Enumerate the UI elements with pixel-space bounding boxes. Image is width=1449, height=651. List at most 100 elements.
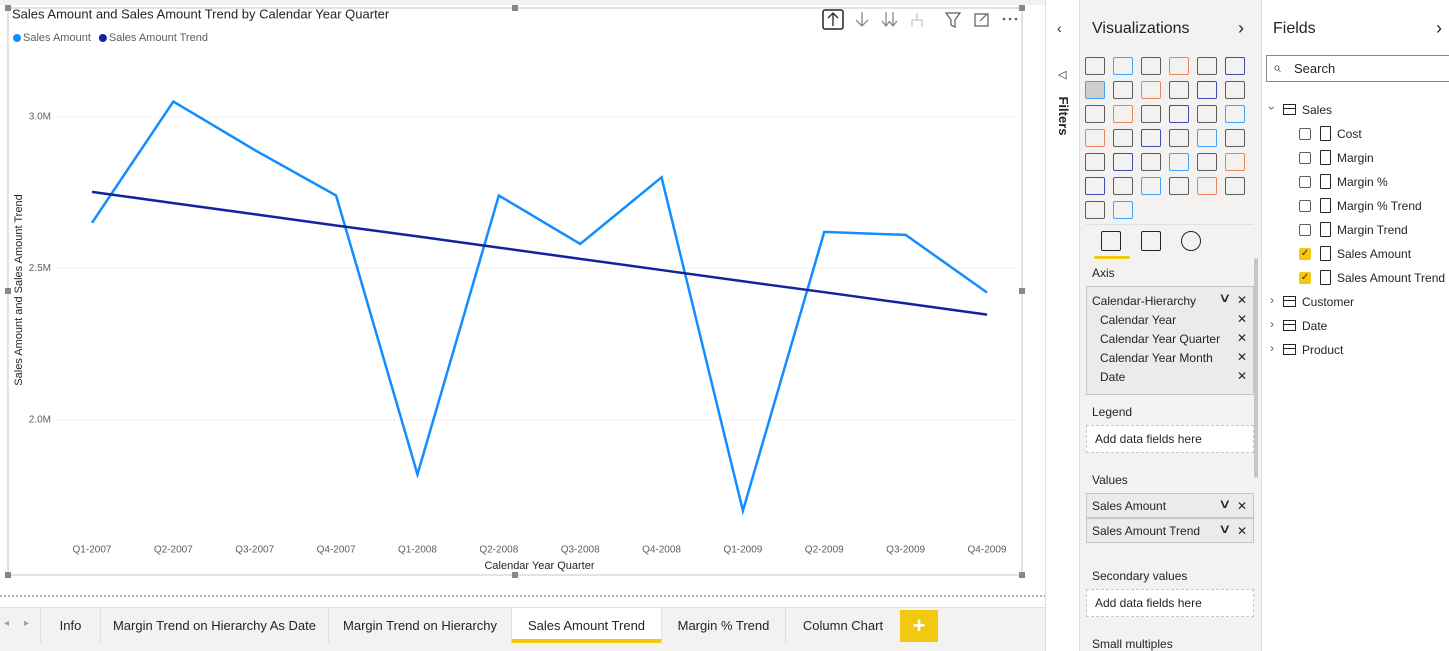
field-name[interactable]: Margin Trend [1337,223,1408,237]
format-tab[interactable] [1141,231,1161,251]
field-name[interactable]: Sales Amount [1337,247,1412,261]
visual-type-icon[interactable] [1225,129,1245,147]
visual-type-icon[interactable] [1113,57,1133,75]
x-tick-label: Q1-2007 [73,545,112,556]
visual-type-icon[interactable] [1141,129,1161,147]
visual-type-icon[interactable] [1169,153,1189,171]
visual-type-icon[interactable] [1085,105,1105,123]
table-name[interactable]: Date [1302,319,1328,333]
remove-field[interactable]: ✕ [1237,312,1248,326]
visual-type-icon[interactable] [1225,57,1245,75]
remove-field[interactable]: ✕ [1237,369,1248,383]
visual-type-icon[interactable] [1141,105,1161,123]
active-page-tab[interactable]: Sales Amount Trend [511,608,661,643]
table-name[interactable]: Sales [1302,103,1333,117]
visual-type-icon[interactable] [1169,81,1189,99]
visual-type-icon[interactable] [1169,57,1189,75]
field-name[interactable]: Cost [1337,127,1362,141]
x-tick-label: Q2-2009 [805,545,844,556]
well-field[interactable]: Calendar Year Month [1100,351,1213,365]
visualizations-collapse[interactable]: › [1238,18,1244,38]
visual-type-icon[interactable] [1085,81,1105,99]
field-chevron[interactable]: ∨ [1218,496,1232,511]
well-drop-zone[interactable] [1086,589,1254,617]
visual-type-icon[interactable] [1141,177,1161,195]
well-field[interactable]: Calendar-Hierarchy [1092,294,1197,308]
expand-toggle[interactable]: › [1265,106,1279,110]
tab-nav-next[interactable]: ▸ [24,618,30,629]
checkbox-checked[interactable]: ✓ [1299,248,1311,260]
table-name[interactable]: Customer [1302,295,1355,309]
well-field-box[interactable] [1086,493,1254,518]
visual-type-icon[interactable] [1197,57,1217,75]
table-name[interactable]: Product [1302,343,1344,357]
visual-type-icon[interactable] [1225,177,1245,195]
visual-type-icon[interactable] [1225,81,1245,99]
checkbox[interactable] [1299,128,1311,140]
page-tab[interactable]: Margin % Trend [661,608,785,643]
field-chevron[interactable]: ∨ [1218,521,1232,536]
expand-toggle[interactable]: › [1270,317,1274,331]
visual-type-icon[interactable] [1197,177,1217,195]
visual-type-icon[interactable] [1169,177,1189,195]
well-field[interactable]: Calendar Year [1100,313,1177,327]
remove-field[interactable]: ✕ [1237,350,1248,364]
visual-type-icon[interactable] [1197,153,1217,171]
visual-type-icon[interactable] [1113,153,1133,171]
checkbox[interactable] [1299,176,1311,188]
add-page-button[interactable]: + [900,610,938,642]
checkbox[interactable] [1299,224,1311,236]
expand-toggle[interactable]: › [1270,341,1274,355]
search-box[interactable] [1266,55,1449,82]
checkbox[interactable] [1299,152,1311,164]
page-tab[interactable]: Info [40,608,100,643]
analytics-tab[interactable] [1181,231,1201,251]
fields-collapse[interactable]: › [1436,18,1442,38]
fields-tab[interactable] [1101,231,1121,251]
visual-type-icon[interactable] [1113,177,1133,195]
visual-type-icon[interactable] [1141,57,1161,75]
filters-label[interactable]: Filters [1056,96,1071,136]
remove-field[interactable]: ✕ [1237,524,1248,538]
visual-type-icon[interactable] [1113,129,1133,147]
well-field[interactable]: Date [1100,370,1126,384]
fields-title: Fields [1273,20,1316,37]
visual-type-icon[interactable] [1085,153,1105,171]
visual-type-icon[interactable] [1141,153,1161,171]
visual-type-icon[interactable] [1169,105,1189,123]
field-name[interactable]: Margin % Trend [1337,199,1422,213]
field-chevron[interactable]: ∨ [1218,290,1232,305]
visual-type-icon[interactable] [1225,153,1245,171]
visual-type-icon[interactable] [1085,201,1105,219]
visual-type-icon[interactable] [1113,105,1133,123]
checkbox-checked[interactable]: ✓ [1299,272,1311,284]
tab-nav-prev[interactable]: ◂ [4,618,10,629]
expand-toggle[interactable]: › [1270,293,1274,307]
remove-field[interactable]: ✕ [1237,293,1248,307]
visual-type-icon[interactable] [1113,81,1133,99]
visual-type-icon[interactable] [1197,129,1217,147]
table-icon [1283,296,1296,307]
visual-type-icon[interactable] [1197,105,1217,123]
well-drop-zone[interactable] [1086,425,1254,453]
field-name[interactable]: Margin [1337,151,1374,165]
visual-type-icon[interactable] [1085,177,1105,195]
page-tab[interactable]: Margin Trend on Hierarchy [328,608,511,643]
remove-field[interactable]: ✕ [1237,331,1248,345]
field-name[interactable]: Sales Amount Trend [1337,271,1446,285]
visual-type-icon[interactable] [1169,129,1189,147]
well-field-box[interactable] [1086,518,1254,543]
well-field[interactable]: Calendar Year Quarter [1100,332,1221,346]
field-name[interactable]: Margin % [1337,175,1388,189]
page-tab[interactable]: Margin Trend on Hierarchy As Date [100,608,328,643]
visual-type-icon[interactable] [1141,81,1161,99]
remove-field[interactable]: ✕ [1237,499,1248,513]
visual-type-icon[interactable] [1197,81,1217,99]
visual-type-icon[interactable] [1085,57,1105,75]
page-tab[interactable]: Column Chart [785,608,900,643]
filters-collapse[interactable]: ‹ [1057,20,1062,36]
visual-type-icon[interactable] [1225,105,1245,123]
visual-type-icon[interactable] [1085,129,1105,147]
checkbox[interactable] [1299,200,1311,212]
visual-type-icon[interactable] [1113,201,1133,219]
